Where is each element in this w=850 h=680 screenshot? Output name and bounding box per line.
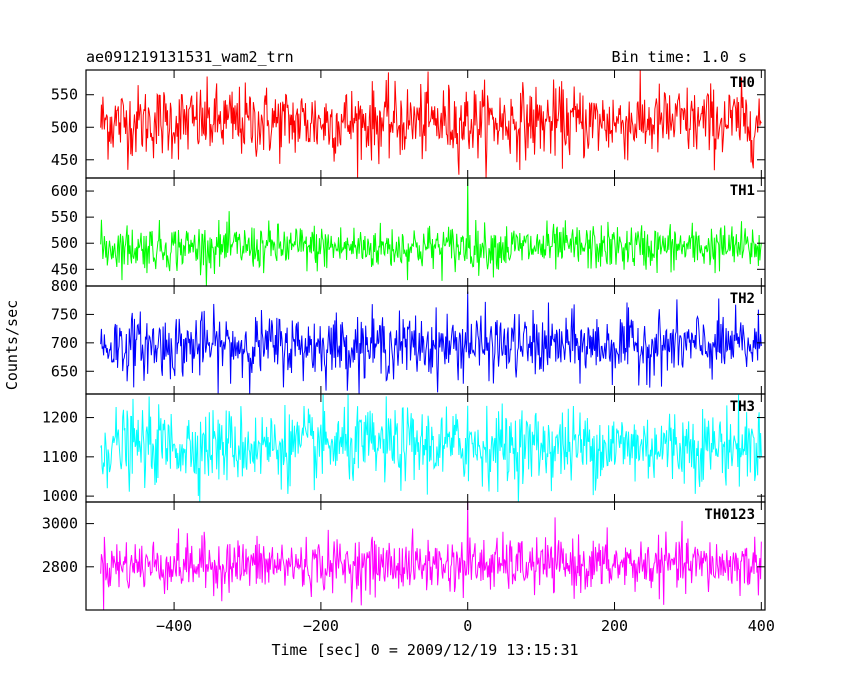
panel-th2: 650 700 750 800 TH2: [51, 277, 766, 395]
y-tick-label: 450: [51, 151, 78, 169]
x-tick-label: −200: [303, 617, 339, 635]
y-tick-label: 700: [51, 334, 78, 352]
y-tick-label: 2800: [42, 558, 78, 576]
y-tick-label: 500: [51, 234, 78, 252]
y-tick-label: 1000: [42, 487, 78, 505]
x-axis: −400 −200 0 200 400: [156, 617, 775, 635]
series-line-th0: [100, 69, 762, 179]
y-tick-label: 800: [51, 277, 78, 295]
panel-th1: 450 500 550 600 TH1: [51, 177, 766, 287]
y-tick-label: 1100: [42, 448, 78, 466]
panel-frame: [85, 501, 766, 611]
panel-th0: 450 500 550 TH0: [51, 69, 766, 179]
chart-title-right: Bin time: 1.0 s: [612, 48, 747, 66]
y-tick-label: 550: [51, 208, 78, 226]
y-tick-label: 750: [51, 305, 78, 323]
y-tick-label: 550: [51, 86, 78, 104]
series-line-th2: [100, 291, 762, 395]
x-tick-label: −400: [156, 617, 192, 635]
x-tick-label: 200: [601, 617, 628, 635]
x-tick-label: 0: [463, 617, 472, 635]
y-tick-label: 3000: [42, 515, 78, 533]
panel-label-th2: TH2: [730, 291, 755, 307]
panel-label-th0123: TH0123: [704, 507, 755, 523]
y-tick-label: 600: [51, 182, 78, 200]
panel-label-th3: TH3: [730, 399, 755, 415]
y-tick-label: 450: [51, 260, 78, 278]
x-tick-label: 400: [748, 617, 775, 635]
series-line-th1: [100, 177, 762, 287]
y-tick-label: 500: [51, 118, 78, 136]
y-axis-title: Counts/sec: [3, 300, 21, 390]
y-tick-label: 650: [51, 362, 78, 380]
series-line-th0123: [100, 501, 762, 611]
panel-th0123: 2800 3000 TH0123: [42, 501, 766, 611]
panel-frame: [85, 177, 766, 287]
series-line-th3: [100, 393, 762, 503]
panels: 450 500 550 TH0 450 500 550 600 TH1 650 700 750 800 T…: [42, 69, 766, 611]
panel-label-th1: TH1: [730, 183, 755, 199]
chart-title-left: ae091219131531_wam2_trn: [86, 48, 294, 66]
x-axis-title: Time [sec] 0 = 2009/12/19 13:15:31: [271, 641, 578, 659]
panel-th3: 1000 1100 1200 TH3: [42, 393, 766, 505]
panel-label-th0: TH0: [730, 75, 755, 91]
y-tick-label: 1200: [42, 409, 78, 427]
